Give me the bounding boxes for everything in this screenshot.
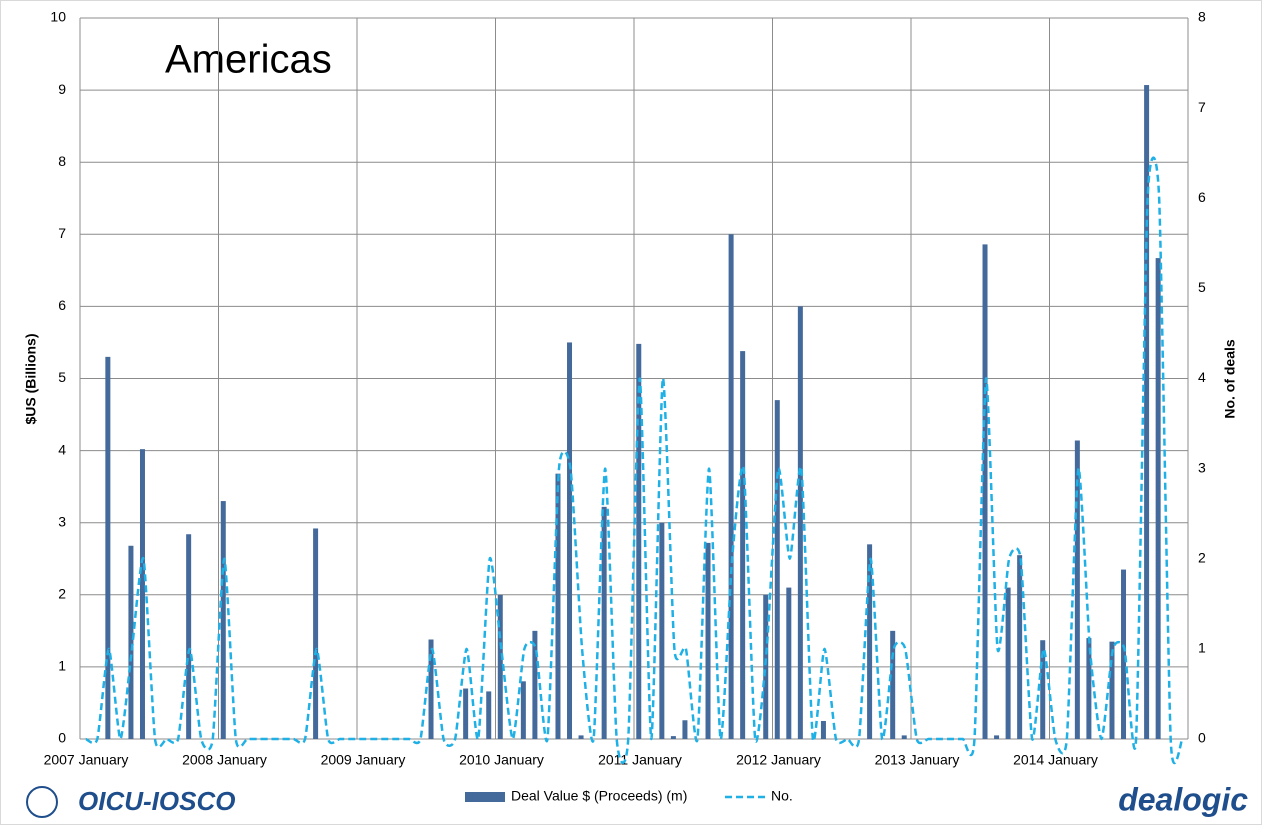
x-tick-label: 2010 January xyxy=(459,752,544,768)
bar xyxy=(105,356,111,739)
bar xyxy=(797,306,803,739)
y2-tick-label: 0 xyxy=(1198,730,1206,746)
bar xyxy=(1086,638,1092,739)
y2-tick-label: 2 xyxy=(1198,549,1206,565)
bar xyxy=(463,688,469,739)
x-tick-label: 2007 January xyxy=(44,752,129,768)
bar xyxy=(520,681,526,739)
bar xyxy=(670,736,676,739)
y-tick-label: 9 xyxy=(58,81,66,97)
bar xyxy=(428,639,434,739)
y2-tick-label: 1 xyxy=(1198,640,1206,656)
y2-tick-label: 3 xyxy=(1198,459,1206,475)
legend-label: Deal Value $ (Proceeds) (m) xyxy=(511,788,687,804)
bar xyxy=(1017,555,1023,739)
logo-text: OICU-IOSCO xyxy=(78,786,235,816)
legend-label: No. xyxy=(771,788,793,804)
bar xyxy=(705,542,711,739)
bar xyxy=(1040,640,1046,739)
bar xyxy=(1121,569,1127,739)
y-tick-label: 10 xyxy=(50,9,66,25)
bar xyxy=(982,244,988,740)
bar xyxy=(786,587,792,739)
bar xyxy=(740,351,746,739)
bar xyxy=(636,343,642,739)
y-tick-label: 4 xyxy=(58,441,66,457)
x-tick-label: 2008 January xyxy=(182,752,267,768)
logo-globe xyxy=(26,786,58,818)
y2-tick-label: 5 xyxy=(1198,279,1206,295)
bar xyxy=(486,691,492,739)
bar xyxy=(555,473,561,739)
bar xyxy=(532,630,538,739)
y-tick-label: 8 xyxy=(58,153,66,169)
bar xyxy=(1005,587,1011,739)
bar xyxy=(901,735,907,739)
bar xyxy=(497,594,503,739)
chart-title: Americas xyxy=(165,38,332,82)
bar xyxy=(186,534,192,739)
bar xyxy=(578,735,584,739)
x-tick-label: 2011 January xyxy=(598,752,682,768)
bar xyxy=(682,720,688,739)
y2-tick-label: 8 xyxy=(1198,9,1206,25)
y-tick-label: 2 xyxy=(58,586,66,602)
bar xyxy=(890,630,896,739)
bar xyxy=(728,234,734,740)
line xyxy=(85,156,1184,765)
bar xyxy=(659,522,665,739)
y-tick-label: 5 xyxy=(58,369,66,385)
bar xyxy=(867,544,873,739)
y2-tick-label: 4 xyxy=(1198,369,1206,385)
y-tick-label: 3 xyxy=(58,513,66,529)
bar xyxy=(820,720,826,739)
bar xyxy=(128,545,134,739)
y-tick-label: 7 xyxy=(58,225,66,241)
logo-text: dealogic xyxy=(1118,781,1248,817)
x-tick-label: 2014 January xyxy=(1013,752,1098,768)
x-tick-label: 2012 January xyxy=(736,752,821,768)
x-tick-label: 2009 January xyxy=(321,752,406,768)
bar xyxy=(1144,85,1150,740)
y2-tick-label: 6 xyxy=(1198,189,1206,205)
bar xyxy=(601,506,607,739)
bar xyxy=(1074,440,1080,739)
bar xyxy=(567,342,573,739)
y2-axis-label: No. of deals xyxy=(1222,339,1238,419)
y-axis-label: $US (Billions) xyxy=(23,333,39,424)
bar xyxy=(774,400,780,739)
y-tick-label: 0 xyxy=(58,730,66,746)
bar xyxy=(220,501,226,739)
x-tick-label: 2013 January xyxy=(875,752,960,768)
y-tick-label: 1 xyxy=(58,658,66,674)
bar xyxy=(1155,258,1161,739)
bar xyxy=(139,449,145,739)
y-tick-label: 6 xyxy=(58,297,66,313)
bar xyxy=(313,528,319,739)
legend-swatch xyxy=(465,792,505,802)
bar xyxy=(994,735,1000,739)
y2-tick-label: 7 xyxy=(1198,99,1206,115)
bar xyxy=(1109,641,1115,739)
logo-left: OICU-IOSCO xyxy=(26,786,235,818)
